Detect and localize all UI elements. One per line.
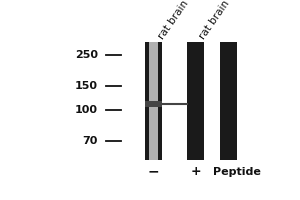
Text: 250: 250 [75,50,98,60]
Bar [146,42,162,160]
Text: 100: 100 [75,105,98,115]
Text: 150: 150 [75,81,98,91]
Bar [220,42,236,160]
Bar [187,42,204,160]
Text: 70: 70 [82,136,98,146]
Text: rat brain: rat brain [156,0,190,41]
Bar [146,101,162,107]
Bar [149,42,158,160]
Text: Peptide: Peptide [213,167,261,177]
Text: +: + [190,165,201,178]
Bar [167,42,181,160]
Text: −: − [148,165,160,179]
Text: rat brain: rat brain [198,0,232,41]
